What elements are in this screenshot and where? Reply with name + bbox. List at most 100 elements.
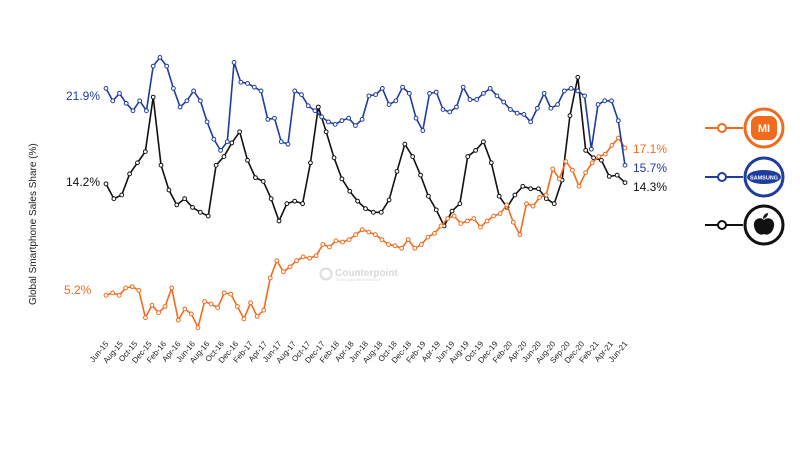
data-point-apple bbox=[355, 198, 361, 204]
data-point-samsung bbox=[130, 108, 136, 114]
data-point-xiaomi bbox=[234, 304, 240, 309]
data-point-xiaomi bbox=[340, 239, 345, 245]
x-axis-ticks: Jun-15Aug-15Oct-15Dec-15Feb-16Apr-16Jun-… bbox=[88, 339, 630, 365]
data-point-xiaomi bbox=[221, 290, 227, 296]
data-point-xiaomi bbox=[372, 232, 378, 238]
data-point-xiaomi bbox=[616, 135, 621, 141]
data-point-xiaomi bbox=[326, 244, 332, 250]
data-point-apple bbox=[221, 154, 227, 159]
series-samsung bbox=[103, 55, 628, 168]
data-point-samsung bbox=[305, 103, 311, 109]
data-point-xiaomi bbox=[241, 316, 247, 322]
data-point-xiaomi bbox=[261, 307, 267, 313]
data-point-xiaomi bbox=[438, 223, 444, 229]
data-point-xiaomi bbox=[202, 299, 207, 304]
samsung-logo-text: SAMSUNG bbox=[750, 176, 778, 182]
data-point-samsung bbox=[474, 97, 480, 102]
data-point-apple bbox=[237, 129, 243, 135]
end-value-label-xiaomi: 17.1% bbox=[633, 142, 667, 156]
data-point-samsung bbox=[467, 97, 473, 102]
data-point-apple bbox=[536, 186, 541, 192]
data-point-samsung bbox=[433, 89, 439, 95]
data-point-samsung bbox=[346, 115, 352, 121]
data-point-apple bbox=[512, 192, 518, 198]
data-point-xiaomi bbox=[215, 305, 221, 311]
data-point-samsung bbox=[171, 86, 176, 91]
counterpoint-watermark: Counterpoint Technology Market Research bbox=[319, 267, 398, 282]
data-point-xiaomi bbox=[412, 245, 418, 251]
data-point-samsung bbox=[292, 88, 298, 94]
data-point-samsung bbox=[272, 115, 277, 121]
legend: MI SAMSUNG bbox=[705, 107, 785, 246]
data-point-xiaomi bbox=[530, 203, 536, 209]
data-point-samsung bbox=[110, 98, 116, 104]
data-point-xiaomi bbox=[300, 254, 306, 260]
data-point-xiaomi bbox=[149, 302, 155, 308]
data-point-samsung bbox=[575, 88, 581, 94]
data-point-samsung bbox=[568, 86, 574, 91]
data-point-samsung bbox=[191, 88, 197, 94]
data-point-xiaomi bbox=[478, 224, 483, 230]
data-point-samsung bbox=[157, 55, 163, 60]
data-point-apple bbox=[606, 173, 612, 179]
data-point-apple bbox=[268, 196, 274, 202]
data-point-apple bbox=[614, 172, 620, 178]
data-point-apple bbox=[111, 196, 117, 202]
data-point-samsung bbox=[137, 98, 143, 104]
data-point-xiaomi bbox=[458, 221, 464, 226]
data-point-samsung bbox=[440, 107, 446, 112]
data-point-xiaomi bbox=[274, 258, 280, 264]
data-point-samsung bbox=[366, 93, 372, 99]
data-point-apple bbox=[339, 176, 345, 182]
data-point-xiaomi bbox=[346, 237, 352, 242]
data-point-samsung bbox=[339, 118, 345, 124]
data-point-samsung bbox=[609, 98, 614, 104]
y-axis-label: Global Smartphone Sales Share (%) bbox=[28, 143, 39, 305]
data-point-samsung bbox=[197, 98, 203, 104]
series-line-xiaomi bbox=[105, 137, 626, 329]
data-point-samsung bbox=[258, 88, 264, 94]
data-point-xiaomi bbox=[294, 258, 299, 264]
data-point-xiaomi bbox=[143, 315, 148, 321]
start-value-label-samsung: 21.9% bbox=[66, 89, 100, 103]
data-point-samsung bbox=[123, 100, 129, 106]
data-point-samsung bbox=[541, 90, 547, 96]
data-point-apple bbox=[323, 129, 329, 135]
data-point-xiaomi bbox=[471, 216, 477, 221]
data-point-samsung bbox=[278, 139, 284, 145]
data-point-apple bbox=[166, 187, 172, 193]
data-point-apple bbox=[363, 206, 368, 212]
data-point-samsung bbox=[454, 104, 459, 110]
data-point-apple bbox=[182, 196, 188, 202]
data-point-xiaomi bbox=[537, 195, 542, 200]
data-point-xiaomi bbox=[287, 264, 293, 270]
data-point-apple bbox=[622, 180, 628, 185]
data-point-samsung bbox=[332, 121, 338, 127]
data-point-apple bbox=[315, 104, 321, 110]
data-point-apple bbox=[103, 181, 109, 187]
data-point-samsung bbox=[379, 86, 385, 91]
end-value-label-samsung: 15.7% bbox=[633, 161, 667, 175]
data-point-samsung bbox=[184, 98, 190, 104]
data-point-apple bbox=[127, 171, 132, 177]
data-point-apple bbox=[229, 140, 235, 146]
data-point-samsung bbox=[352, 123, 358, 128]
data-point-samsung bbox=[238, 79, 244, 85]
data-point-xiaomi bbox=[123, 285, 129, 291]
data-point-samsung bbox=[359, 116, 365, 122]
data-point-apple bbox=[394, 169, 400, 174]
legend-item-xiaomi: MI bbox=[705, 107, 785, 149]
data-point-apple bbox=[496, 193, 502, 199]
watermark-name: Counterpoint bbox=[335, 268, 398, 279]
start-value-label-xiaomi: 5.2% bbox=[64, 283, 92, 297]
data-point-apple bbox=[308, 160, 313, 166]
data-point-xiaomi bbox=[156, 310, 161, 316]
data-point-samsung bbox=[144, 108, 149, 114]
data-point-apple bbox=[583, 147, 589, 153]
data-point-samsung bbox=[299, 92, 304, 98]
data-point-xiaomi bbox=[136, 287, 142, 293]
data-point-xiaomi bbox=[432, 230, 437, 236]
data-point-samsung bbox=[319, 114, 325, 120]
data-point-apple bbox=[331, 155, 337, 161]
series-line-samsung bbox=[105, 56, 626, 166]
